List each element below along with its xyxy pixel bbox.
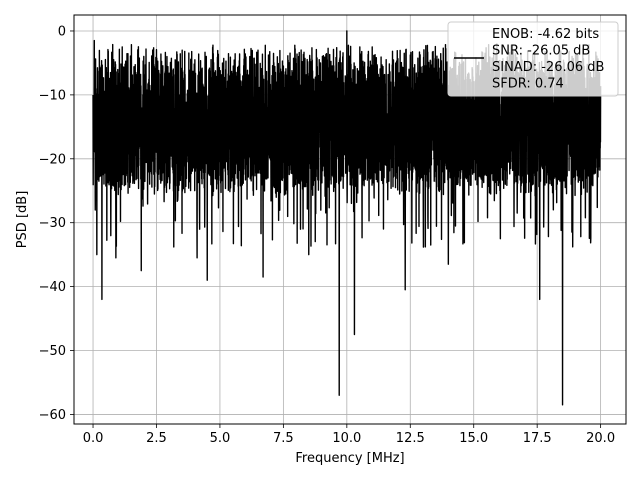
y-axis-ticks: 0 −10 −20 −30 −40 −50 −60 bbox=[39, 24, 74, 423]
y-tick-label: −20 bbox=[39, 152, 66, 167]
legend-box bbox=[447, 21, 619, 97]
x-axis-label: Frequency [MHz] bbox=[295, 451, 404, 466]
x-tick-label: 0.0 bbox=[83, 431, 104, 446]
series-layer bbox=[92, 30, 602, 406]
x-tick-label: 2.5 bbox=[146, 431, 167, 446]
y-tick-label: −50 bbox=[39, 344, 66, 359]
x-tick-label: 10.0 bbox=[332, 431, 361, 446]
y-tick-label: −60 bbox=[39, 408, 66, 423]
plot-frame bbox=[73, 14, 627, 425]
y-tick-label: −30 bbox=[39, 216, 66, 231]
legend-entry-sinad: SINAD: -26.06 dB bbox=[492, 60, 604, 75]
x-tick-label: 7.5 bbox=[273, 431, 294, 446]
legend-entry-sfdr: SFDR: 0.74 bbox=[492, 77, 564, 92]
legend-entry-enob: ENOB: -4.62 bits bbox=[492, 27, 599, 42]
y-tick-label: −40 bbox=[39, 280, 66, 295]
x-tick-label: 5.0 bbox=[210, 431, 231, 446]
x-tick-label: 12.5 bbox=[396, 431, 425, 446]
x-tick-label: 20.0 bbox=[586, 431, 615, 446]
x-tick-label: 15.0 bbox=[459, 431, 488, 446]
x-axis-ticks: 0.0 2.5 5.0 7.5 10.0 12.5 15.0 17.5 20.0 bbox=[83, 424, 615, 446]
legend: ENOB: -4.62 bits SNR: -26.05 dB SINAD: -… bbox=[447, 21, 619, 97]
y-tick-label: 0 bbox=[58, 24, 66, 39]
legend-entry-snr: SNR: -26.05 dB bbox=[492, 44, 590, 59]
y-tick-label: −10 bbox=[39, 88, 66, 103]
psd-series-line bbox=[92, 30, 602, 406]
y-axis-label: PSD [dB] bbox=[15, 191, 30, 249]
x-tick-label: 17.5 bbox=[523, 431, 552, 446]
